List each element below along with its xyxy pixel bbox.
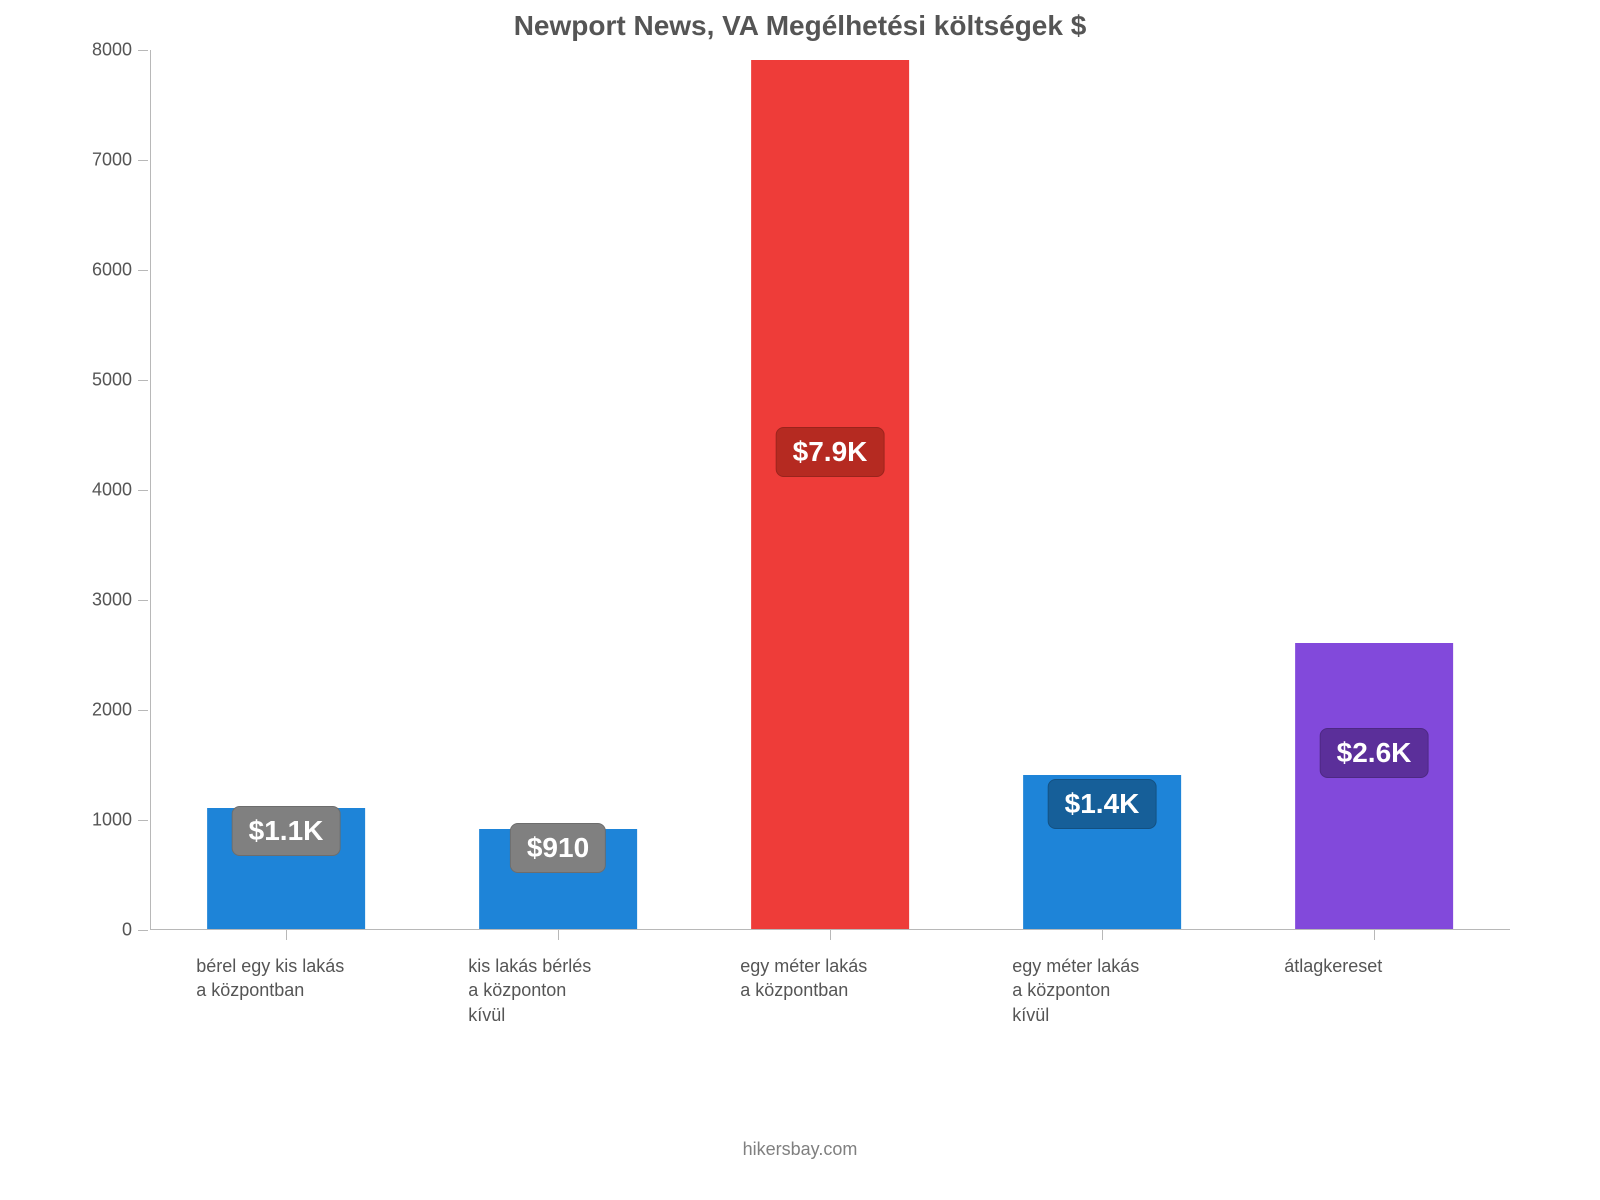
x-label: egy méter lakása központonkívül — [1012, 954, 1257, 1027]
value-badge: $1.4K — [1048, 779, 1157, 829]
y-tick-label: 8000 — [80, 40, 132, 61]
x-tick — [558, 930, 559, 940]
value-badge: $7.9K — [776, 427, 885, 477]
bar — [1295, 643, 1453, 929]
x-label: átlagkereset — [1284, 954, 1529, 978]
x-label: bérel egy kis lakása központban — [196, 954, 441, 1003]
bar-slot: $2.6K — [1238, 50, 1510, 930]
x-labels-area: bérel egy kis lakása központban kis lakás… — [150, 930, 1510, 1080]
y-tick-label: 3000 — [80, 590, 132, 611]
chart-title: Newport News, VA Megélhetési költségek $ — [80, 10, 1520, 42]
bar-slot: $7.9K — [694, 50, 966, 930]
y-tick-label: 4000 — [80, 480, 132, 501]
value-badge: $910 — [510, 823, 606, 873]
value-badge: $1.1K — [232, 806, 341, 856]
chart-container: Newport News, VA Megélhetési költségek $… — [80, 10, 1520, 1080]
y-tick — [138, 380, 148, 381]
bars-layer: $1.1K $910 $7.9K $1.4K $2.6K — [150, 50, 1510, 930]
y-tick — [138, 490, 148, 491]
y-tick — [138, 160, 148, 161]
y-tick-label: 6000 — [80, 260, 132, 281]
plot-area: $1.1K$910$7.9K$1.4K$2.6K 010002000300040… — [150, 50, 1510, 930]
y-tick-label: 2000 — [80, 700, 132, 721]
y-tick-label: 7000 — [80, 150, 132, 171]
y-tick — [138, 50, 148, 51]
bar-slot: $910 — [422, 50, 694, 930]
y-tick-label: 5000 — [80, 370, 132, 391]
y-tick — [138, 930, 148, 931]
y-tick — [138, 270, 148, 271]
footer-credit: hikersbay.com — [0, 1139, 1600, 1160]
y-tick — [138, 600, 148, 601]
x-tick — [830, 930, 831, 940]
bar-slot: $1.1K — [150, 50, 422, 930]
x-tick — [286, 930, 287, 940]
x-label: egy méter lakása központban — [740, 954, 985, 1003]
bar — [751, 60, 909, 929]
x-tick — [1102, 930, 1103, 940]
value-badge: $2.6K — [1320, 728, 1429, 778]
y-tick — [138, 820, 148, 821]
y-tick — [138, 710, 148, 711]
bar-slot: $1.4K — [966, 50, 1238, 930]
x-tick — [1374, 930, 1375, 940]
y-tick-label: 0 — [80, 920, 132, 941]
x-label: kis lakás bérlésa központonkívül — [468, 954, 713, 1027]
y-tick-label: 1000 — [80, 810, 132, 831]
